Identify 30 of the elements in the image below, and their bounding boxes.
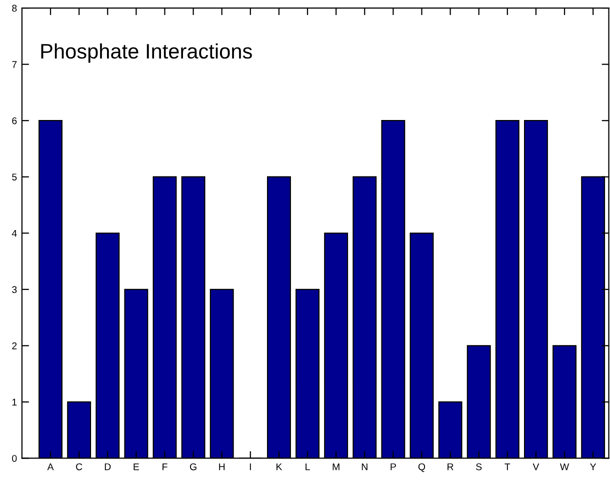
x-tick-label: G [190, 463, 196, 470]
x-tick-label: F [162, 463, 168, 470]
x-tick-label: Y [590, 463, 596, 470]
y-tick-label: 8 [12, 4, 17, 12]
x-tick-label: H [219, 463, 225, 470]
x-tick-label: T [504, 463, 510, 470]
y-tick-label: 3 [12, 286, 17, 294]
y-tick-label: 6 [12, 117, 17, 124]
y-tick-label: 2 [12, 342, 17, 350]
x-tick-label: S [476, 463, 482, 470]
x-tick-label: L [306, 463, 310, 470]
x-tick-label: W [560, 463, 570, 470]
y-tick-label: 7 [12, 61, 17, 68]
y-tick-label: 1 [12, 398, 17, 406]
y-tick-label: 4 [12, 230, 17, 237]
x-tick-label: M [332, 463, 340, 470]
x-tick-label: N [362, 463, 368, 470]
x-tick-label: C [76, 463, 82, 470]
x-tick-label: I [250, 463, 251, 470]
x-tick-label: P [390, 463, 396, 470]
text: Phosphate Interactions [41, 43, 252, 63]
y-tick-label: 0 [12, 454, 17, 462]
x-tick-label: D [104, 463, 111, 470]
x-tick-label: Q [418, 463, 426, 472]
x-tick-label: A [47, 463, 54, 470]
x-tick-label: V [532, 463, 540, 470]
x-tick-label: K [276, 463, 282, 470]
x-tick-label: E [134, 463, 140, 470]
y-tick-label: 5 [12, 174, 17, 180]
x-tick-label: R [448, 463, 454, 470]
